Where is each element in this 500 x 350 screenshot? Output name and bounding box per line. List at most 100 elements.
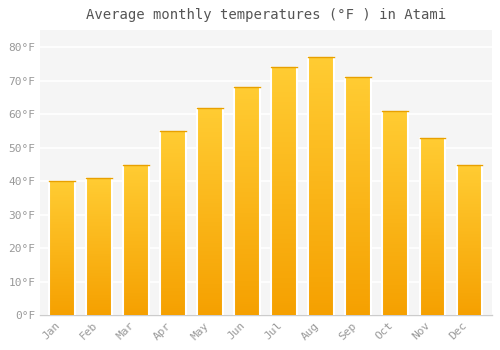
Bar	[160, 288, 186, 289]
Bar	[234, 304, 260, 306]
Bar	[382, 256, 408, 258]
Bar	[456, 199, 482, 201]
Bar	[420, 164, 446, 166]
Bar	[160, 286, 186, 288]
Bar	[382, 313, 408, 315]
Bar	[86, 295, 113, 296]
Bar	[198, 120, 224, 122]
Bar	[234, 240, 260, 243]
Bar	[346, 227, 372, 230]
Bar	[86, 233, 113, 234]
Bar	[86, 205, 113, 207]
Bar	[346, 84, 372, 87]
Bar	[346, 158, 372, 161]
Bar	[346, 232, 372, 234]
Bar	[234, 220, 260, 222]
Bar	[86, 181, 113, 182]
Bar	[456, 270, 482, 272]
Bar	[86, 274, 113, 275]
Bar	[456, 303, 482, 305]
Bar	[456, 268, 482, 270]
Bar	[346, 308, 372, 311]
Bar	[160, 196, 186, 197]
Bar	[420, 241, 446, 243]
Bar	[50, 196, 76, 197]
Bar	[382, 191, 408, 193]
Bar	[346, 173, 372, 175]
Bar	[346, 180, 372, 182]
Bar	[124, 225, 150, 226]
Bar	[124, 243, 150, 245]
Bar	[456, 308, 482, 309]
Bar	[382, 176, 408, 178]
Bar	[346, 89, 372, 92]
Bar	[86, 244, 113, 245]
Bar	[234, 313, 260, 315]
Bar	[50, 314, 76, 315]
Bar	[198, 155, 224, 158]
Bar	[124, 308, 150, 309]
Bar	[308, 212, 334, 215]
Bar	[160, 236, 186, 238]
Bar	[86, 220, 113, 222]
Bar	[272, 169, 297, 171]
Bar	[272, 85, 297, 87]
Bar	[308, 80, 334, 83]
Bar	[50, 251, 76, 252]
Bar	[50, 233, 76, 235]
Bar	[382, 180, 408, 182]
Bar	[420, 264, 446, 266]
Bar	[160, 209, 186, 210]
Bar	[456, 187, 482, 189]
Bar	[272, 114, 297, 117]
Bar	[124, 251, 150, 252]
Bar	[420, 273, 446, 274]
Bar	[50, 254, 76, 255]
Bar	[198, 151, 224, 153]
Bar	[382, 144, 408, 146]
Bar	[420, 307, 446, 308]
Bar	[420, 202, 446, 203]
Bar	[160, 302, 186, 304]
Bar	[456, 168, 482, 169]
Bar	[346, 166, 372, 168]
Bar	[346, 196, 372, 199]
Bar	[420, 203, 446, 205]
Bar	[420, 225, 446, 226]
Bar	[86, 218, 113, 219]
Bar	[160, 181, 186, 183]
Bar	[346, 294, 372, 296]
Bar	[198, 199, 224, 201]
Bar	[198, 136, 224, 139]
Bar	[86, 270, 113, 272]
Bar	[308, 171, 334, 174]
Bar	[50, 187, 76, 188]
Bar	[160, 188, 186, 190]
Bar	[198, 284, 224, 286]
Bar	[420, 253, 446, 255]
Bar	[234, 309, 260, 311]
Bar	[198, 124, 224, 126]
Bar	[50, 307, 76, 309]
Bar	[382, 168, 408, 170]
Bar	[420, 159, 446, 161]
Bar	[50, 266, 76, 267]
Bar	[420, 189, 446, 191]
Bar	[86, 307, 113, 309]
Bar	[86, 214, 113, 215]
Bar	[198, 139, 224, 141]
Bar	[346, 82, 372, 84]
Bar	[198, 259, 224, 261]
Bar	[420, 305, 446, 307]
Bar	[50, 225, 76, 227]
Bar	[160, 227, 186, 229]
Bar	[272, 219, 297, 221]
Bar	[160, 273, 186, 275]
Bar	[124, 302, 150, 303]
Bar	[124, 193, 150, 195]
Bar	[50, 199, 76, 200]
Bar	[234, 256, 260, 258]
Bar	[420, 170, 446, 172]
Bar	[382, 250, 408, 252]
Bar	[272, 72, 297, 75]
